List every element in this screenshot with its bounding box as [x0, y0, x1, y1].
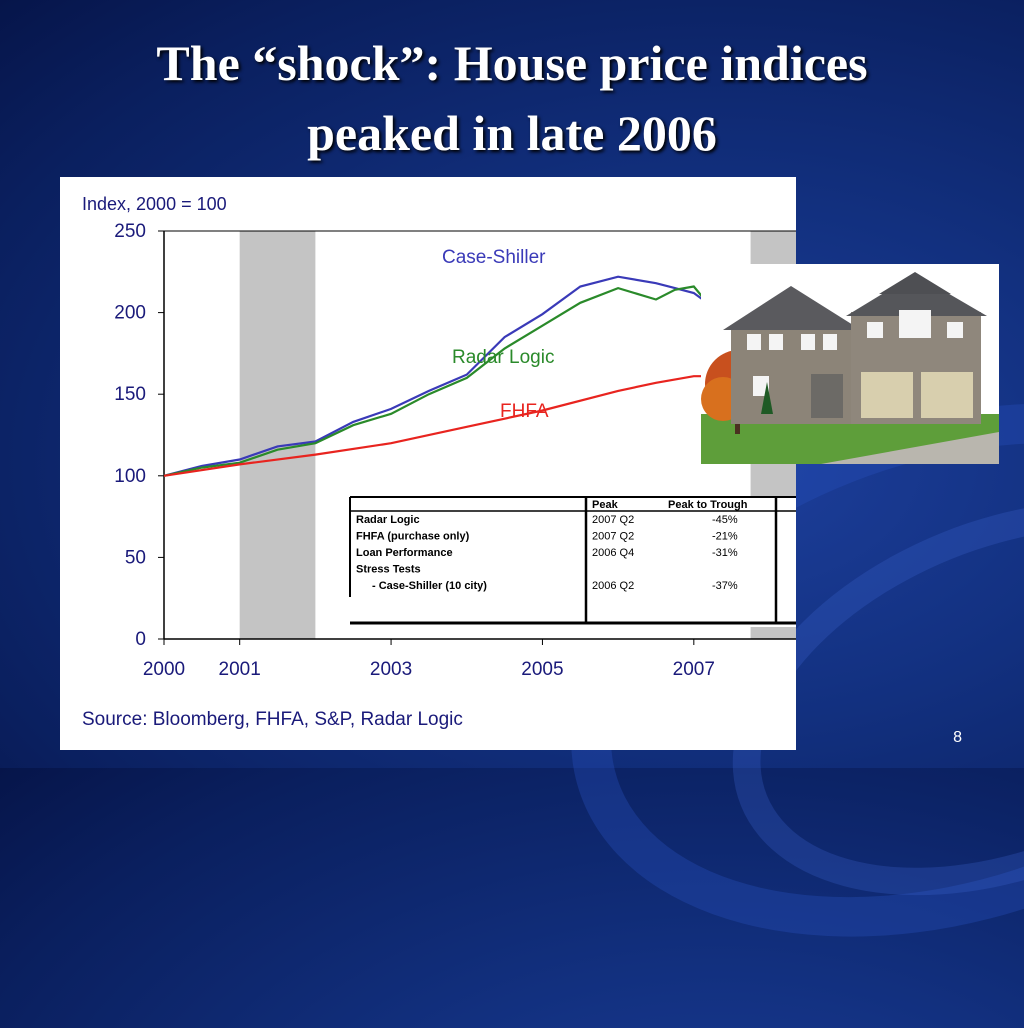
y-tick-label: 50: [125, 547, 146, 568]
y-tick-label: 150: [114, 384, 146, 405]
source-note: Source: Bloomberg, FHFA, S&P, Radar Logi…: [82, 709, 463, 730]
y-tick-label: 250: [114, 221, 146, 242]
x-tick-label: 2000: [143, 659, 185, 680]
title-line-1: The “shock”: House price indices: [156, 35, 868, 91]
title-line-2: peaked in late 2006: [307, 105, 717, 161]
slide-title: The “shock”: House price indices peaked …: [0, 28, 1024, 168]
x-tick-label: 2001: [219, 659, 261, 680]
table-header: Peak to Trough: [668, 499, 748, 511]
x-tick-label: 2007: [673, 659, 715, 680]
page-number: 8: [953, 729, 962, 746]
table-cell: - Case-Shiller (10 city): [372, 580, 487, 592]
table-cell: -31%: [712, 547, 738, 559]
table-cell: Loan Performance: [356, 547, 453, 559]
y-tick-label: 200: [114, 303, 146, 324]
x-tick-label: 2003: [370, 659, 412, 680]
chart-panel: 0 50 100 150 200 250 2000 2001 2003 2005 2007 Case…: [60, 177, 796, 750]
house-photo: [701, 264, 999, 464]
recession-band: [239, 231, 316, 639]
line-chart: 0 50 100 150 200 250 2000 2001 2003 2005 2007 Case…: [82, 194, 796, 730]
table-cell: FHFA (purchase only): [356, 531, 470, 543]
series-label: Case-Shiller: [442, 247, 546, 268]
table-cell: -21%: [712, 531, 738, 543]
table-cell: 2006 Q4: [592, 547, 634, 559]
table-cell: -37%: [712, 580, 738, 592]
y-tick-label: 100: [114, 466, 146, 487]
summary-table-bg: [350, 497, 796, 627]
table-cell: 2007 Q2: [592, 531, 634, 543]
x-tick-label: 2005: [521, 659, 563, 680]
table-cell: Stress Tests: [356, 564, 421, 576]
table-header: Peak: [592, 499, 619, 511]
series-label: Radar Logic: [452, 347, 554, 368]
table-cell: 2007 Q2: [592, 514, 634, 526]
table-cell: 2006 Q2: [592, 580, 634, 592]
series-label: FHFA: [500, 401, 549, 422]
y-axis-label: Index, 2000 = 100: [82, 194, 227, 214]
y-tick-label: 0: [135, 629, 146, 650]
table-cell: -45%: [712, 514, 738, 526]
series-line-case-shiller: [163, 275, 796, 477]
table-cell: Radar Logic: [356, 514, 420, 526]
